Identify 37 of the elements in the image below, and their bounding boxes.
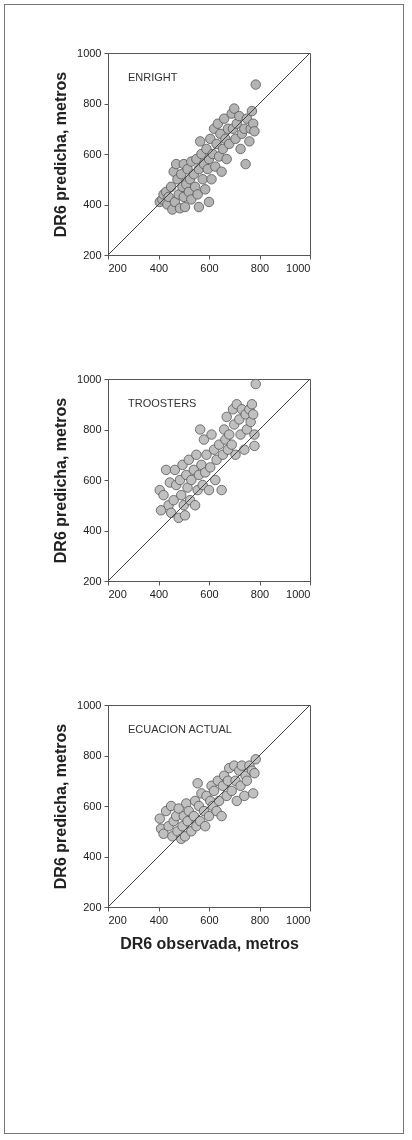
- y-tick-label: 200: [83, 248, 102, 261]
- y-tick-label: 400: [83, 850, 102, 862]
- y-tick-label: 400: [83, 198, 102, 210]
- y-tick-label: 600: [83, 799, 102, 812]
- annotation: ENRIGHT: [128, 71, 178, 83]
- x-tick-label: 400: [149, 587, 169, 600]
- y-tick-label: 800: [83, 423, 102, 435]
- y-tick-label: 600: [83, 473, 102, 486]
- x-tick-label: 1000: [286, 913, 311, 926]
- x-axis-title: DR6 observada, metros: [120, 934, 299, 952]
- x-tick-label: 1000: [286, 261, 311, 274]
- y-tick-label: 800: [83, 97, 102, 109]
- y-axis-title: DR6 predicha, metros: [52, 71, 70, 238]
- x-tick-label: 600: [200, 913, 219, 926]
- x-tick-label: 600: [200, 261, 219, 274]
- y-tick-label: 400: [83, 524, 102, 536]
- y-tick-label: 1000: [77, 372, 102, 385]
- x-tick-label: 200: [108, 913, 127, 926]
- y-tick-label: 800: [83, 749, 102, 761]
- annotation: ECUACION ACTUAL: [128, 723, 232, 735]
- x-tick-label: 800: [250, 261, 270, 274]
- y-tick-label: 1000: [77, 698, 102, 711]
- y-axis-title: DR6 predicha, metros: [52, 723, 70, 890]
- x-tick-label: 800: [250, 913, 270, 926]
- x-tick-label: 400: [149, 913, 169, 926]
- x-tick-label: 800: [250, 587, 270, 600]
- y-tick-label: 1000: [77, 46, 102, 59]
- y-tick-label: 600: [83, 147, 102, 160]
- y-tick-label: 200: [83, 574, 102, 587]
- x-tick-label: 600: [200, 587, 219, 600]
- x-tick-label: 200: [108, 587, 127, 600]
- x-tick-label: 1000: [286, 587, 311, 600]
- y-axis-title: DR6 predicha, metros: [52, 397, 70, 564]
- x-tick-label: 400: [149, 261, 169, 274]
- annotation: TROOSTERS: [128, 397, 197, 409]
- x-tick-label: 200: [108, 261, 127, 274]
- y-tick-label: 200: [83, 900, 102, 913]
